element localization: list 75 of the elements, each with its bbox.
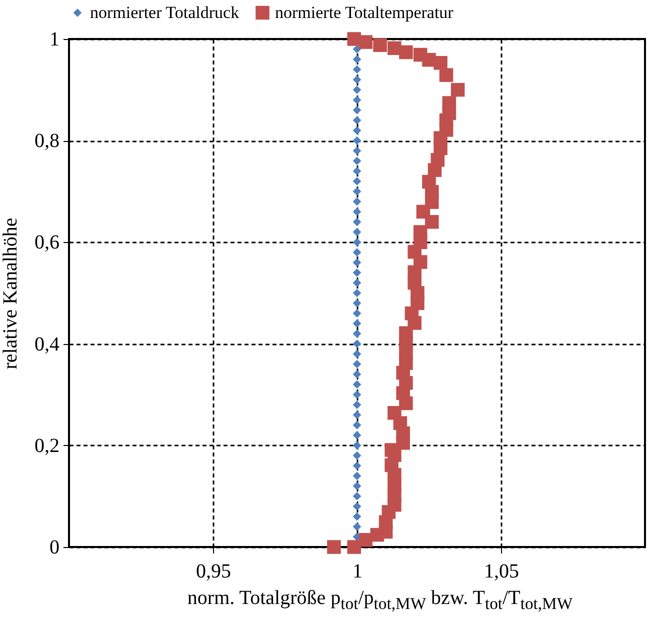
point	[352, 309, 362, 318]
point	[352, 106, 362, 114]
point	[352, 166, 362, 176]
point	[352, 278, 362, 288]
point	[384, 443, 398, 457]
point	[352, 522, 362, 531]
x-tick-label: 1,05	[484, 560, 519, 582]
point	[352, 380, 362, 389]
point	[352, 288, 362, 298]
y-tick-label: 1	[50, 28, 60, 50]
legend-label: normierter Totaldruck	[90, 2, 240, 22]
point	[352, 441, 362, 450]
point	[352, 350, 362, 358]
point	[352, 187, 362, 196]
point	[327, 540, 341, 554]
point	[450, 82, 465, 97]
point	[352, 126, 362, 135]
point	[352, 400, 362, 409]
point	[352, 472, 362, 480]
point	[352, 116, 362, 124]
point	[352, 96, 362, 104]
point	[388, 406, 402, 420]
point	[352, 156, 362, 166]
x-tick-label: 0,95	[196, 560, 231, 582]
point	[422, 174, 436, 189]
point	[352, 390, 362, 399]
point	[413, 48, 428, 62]
point	[352, 298, 362, 308]
point	[352, 146, 362, 155]
point	[352, 512, 362, 521]
y-tick-label: 0,4	[34, 333, 60, 356]
y-tick-label: 0,2	[34, 434, 60, 457]
point	[352, 55, 362, 64]
point	[439, 68, 454, 82]
point	[352, 451, 362, 460]
y-tick-label: 0,8	[34, 130, 60, 152]
x-tick-label: 1	[352, 560, 362, 582]
y-axis-title: relative Kanalhöhe	[0, 218, 22, 370]
point	[352, 370, 362, 378]
point	[352, 218, 362, 226]
point	[352, 65, 362, 74]
point	[352, 268, 362, 277]
point	[352, 86, 362, 94]
point	[388, 41, 402, 56]
point	[352, 228, 362, 236]
point	[358, 532, 373, 547]
legend-label: normierte Totaltemperatur	[275, 2, 454, 22]
point	[352, 197, 362, 206]
point	[352, 462, 362, 470]
point	[352, 238, 362, 246]
point	[352, 492, 362, 500]
point	[352, 258, 362, 267]
point	[352, 340, 362, 348]
point	[352, 75, 362, 84]
point	[352, 420, 362, 430]
point	[442, 96, 456, 110]
point	[352, 177, 362, 186]
y-tick-label: 0,6	[34, 232, 60, 254]
point	[352, 502, 362, 511]
point	[352, 319, 362, 328]
point	[352, 410, 362, 420]
point	[413, 225, 428, 239]
point	[352, 136, 362, 145]
x-axis-title: norm. Totalgröße p$_{tot}$/p$_{tot,MW}$ bzw. T$_{tot}$/T$_{tot,MW}$	[186, 587, 574, 614]
point	[352, 360, 362, 368]
point	[373, 38, 387, 52]
point	[352, 248, 362, 257]
point	[424, 214, 439, 229]
y-tick-label: 0	[50, 536, 60, 558]
point	[347, 540, 362, 554]
point	[352, 208, 362, 216]
point	[352, 431, 362, 440]
point	[352, 482, 362, 490]
point	[352, 329, 362, 338]
point	[347, 32, 362, 46]
